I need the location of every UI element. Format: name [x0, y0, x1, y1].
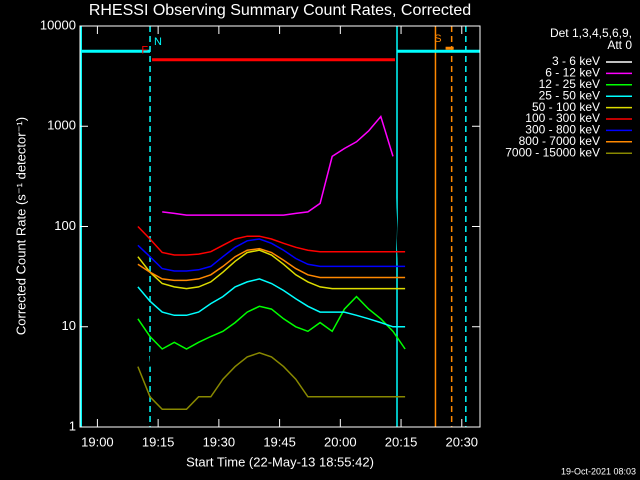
series-line [162, 114, 394, 216]
legend-label: 7000 - 15000 keV [505, 145, 600, 159]
legend-label: 3 - 6 keV [552, 54, 600, 68]
legend-label: 12 - 25 keV [539, 77, 600, 91]
y-tick-label: 100 [54, 218, 76, 233]
series-line [137, 137, 406, 397]
x-tick-label: 20:00 [324, 434, 357, 449]
legend-label: 6 - 12 keV [545, 66, 600, 80]
y-tick-label: 10 [62, 318, 76, 333]
series-line [137, 352, 406, 411]
series-line [137, 225, 406, 256]
legend-label: 100 - 300 keV [525, 111, 600, 125]
x-tick-label: 20:30 [446, 434, 479, 449]
footer: 19-Oct-2021 08:03 [561, 466, 636, 476]
y-axis-title: Corrected Count Rate (s⁻¹ detector⁻¹) [13, 117, 28, 335]
x-tick-label: 19:30 [203, 434, 236, 449]
x-tick-label: 19:00 [81, 434, 114, 449]
x-axis-title: Start Time (22-May-13 18:55:42) [186, 454, 374, 469]
legend-header: Det 1,3,4,5,6,9, [550, 26, 632, 40]
series-line [137, 249, 406, 290]
series-line [137, 247, 406, 282]
chart-title: RHESSI Observing Summary Count Rates, Co… [89, 2, 471, 19]
y-tick-label: 1 [69, 418, 76, 433]
flag-label: N [154, 36, 162, 48]
legend-label: 25 - 50 keV [539, 88, 600, 102]
y-tick-label: 1000 [47, 118, 76, 133]
series-line [137, 278, 406, 328]
legend-label: 300 - 800 keV [525, 123, 600, 137]
legend-header: Att 0 [607, 38, 632, 52]
x-tick-label: 20:15 [385, 434, 418, 449]
legend-label: 800 - 7000 keV [519, 134, 600, 148]
flag-label: S [434, 33, 441, 45]
x-tick-label: 19:45 [263, 434, 296, 449]
y-tick-label: 10000 [40, 17, 76, 32]
x-tick-label: 19:15 [142, 434, 175, 449]
series-line [137, 295, 406, 350]
flag-label: F [141, 45, 148, 57]
series-line [137, 238, 406, 272]
legend-label: 50 - 100 keV [532, 100, 600, 114]
